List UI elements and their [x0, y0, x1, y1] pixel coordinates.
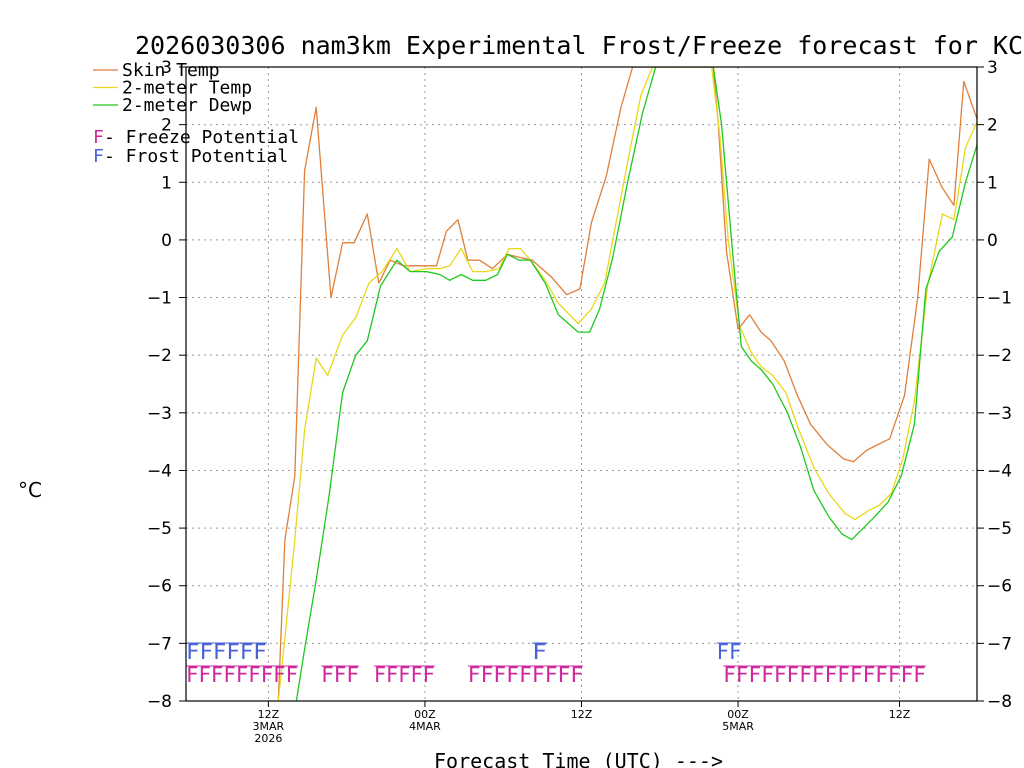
y-axis-label: °C: [18, 478, 42, 502]
y-tick-label-left: −4: [147, 461, 172, 481]
series-line-2-meter-dewp: [295, 67, 977, 701]
x-tick-label: 00Z: [727, 708, 749, 721]
x-tick-label: 12Z: [571, 708, 593, 721]
marker-legend-label: - Frost Potential: [104, 146, 288, 167]
y-tick-label-left: 3: [161, 58, 172, 78]
y-tick-label-left: −3: [147, 404, 172, 424]
x-tick-label: 3MAR: [253, 720, 285, 733]
y-tick-label-right: −8: [987, 692, 1012, 712]
y-axis-ticks: −8 −8 −7 −7 −6 −6 −5 −5 −4 −4 −3 −3 −2 −2 −1 −1 0 0 1 1 2 2 3 3: [147, 58, 1012, 712]
legend-label: Skin Temp: [122, 60, 220, 81]
y-tick-label-right: 2: [987, 116, 998, 136]
y-tick-label-right: 3: [987, 58, 998, 78]
y-tick-label-left: −6: [147, 577, 172, 597]
y-tick-label-left: 2: [161, 116, 172, 136]
x-tick-label: 2026: [254, 732, 282, 745]
x-tick-label: 00Z: [414, 708, 436, 721]
series-line-2-meter-temp: [277, 67, 977, 701]
x-tick-label: 12Z: [258, 708, 280, 721]
y-tick-label-right: −3: [987, 404, 1012, 424]
grid-lines: [186, 67, 977, 701]
marker-legend-mark: F: [93, 127, 104, 148]
series-line-skin-temp: [277, 67, 977, 701]
freeze-potential-mark: FFFFFFFFF: [186, 663, 298, 687]
freeze-potential-mark: FFFFFFFFF: [468, 663, 583, 687]
y-tick-label-left: −2: [147, 346, 172, 366]
x-tick-label: 12Z: [889, 708, 911, 721]
x-tick-label: 5MAR: [722, 720, 754, 733]
frost-potential-mark: FFFFFF: [186, 640, 267, 664]
y-tick-label-left: −1: [147, 289, 172, 309]
y-tick-label-right: 0: [987, 231, 998, 251]
y-tick-label-left: −8: [147, 692, 172, 712]
frost-potential-mark: FF: [717, 640, 742, 664]
y-tick-label-left: 1: [161, 173, 172, 193]
y-tick-label-right: −4: [987, 461, 1012, 481]
chart-title: 2026030306 nam3km Experimental Frost/Fre…: [135, 31, 1024, 60]
y-tick-label-left: 0: [161, 231, 172, 251]
y-tick-label-right: 1: [987, 173, 998, 193]
y-tick-label-right: −6: [987, 577, 1012, 597]
legend-label: 2-meter Dewp: [122, 95, 252, 116]
y-tick-label-right: −1: [987, 289, 1012, 309]
freeze-potential-mark: FFFFFFFFFFFFFFFF: [723, 663, 926, 687]
frost-potential-mark: F: [532, 640, 547, 664]
data-series: [277, 67, 977, 701]
marker-legend-label: - Freeze Potential: [104, 127, 299, 148]
freeze-potential-mark: FFFFF: [374, 663, 435, 687]
potential-marks: FFFFFF F FFFFFFFFFFF FFF FFFFF FFFFFFFFF FFFFF…: [186, 640, 926, 687]
y-tick-label-right: −7: [987, 634, 1012, 654]
marker-legend-mark: F: [93, 146, 104, 167]
y-tick-label-right: −2: [987, 346, 1012, 366]
x-axis-label: Forecast Time (UTC) --->: [434, 749, 723, 768]
y-tick-label-right: −5: [987, 519, 1012, 539]
y-tick-label-left: −7: [147, 634, 172, 654]
legend-label: 2-meter Temp: [122, 78, 252, 99]
y-tick-label-left: −5: [147, 519, 172, 539]
x-tick-label: 4MAR: [409, 720, 441, 733]
freeze-potential-mark: FFF: [321, 663, 359, 687]
